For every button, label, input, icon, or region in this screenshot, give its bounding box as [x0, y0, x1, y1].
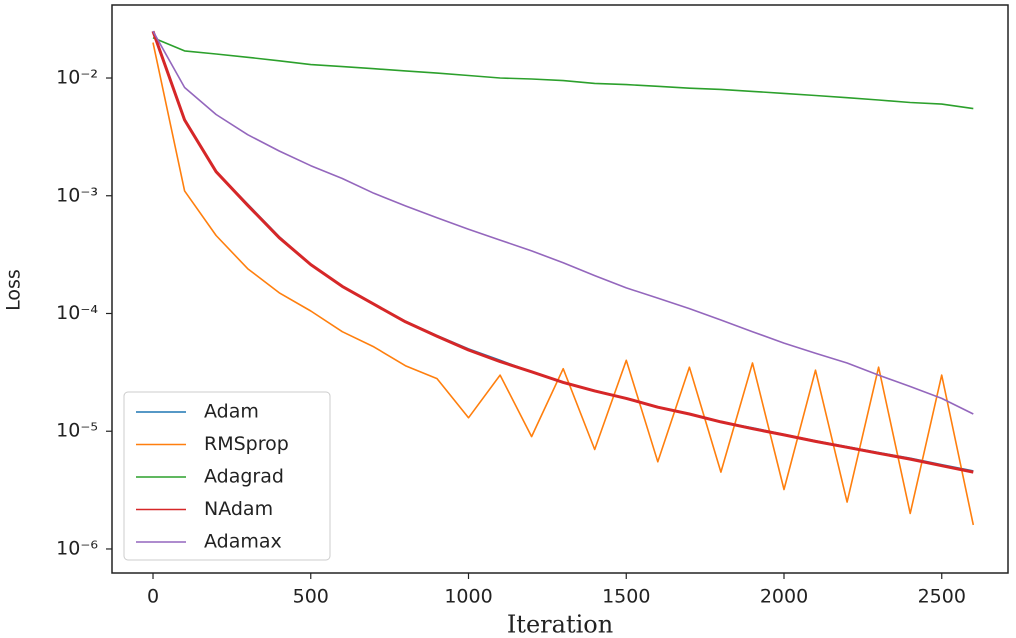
legend-label: Adagrad	[204, 466, 284, 488]
y-tick-label: 10⁻³	[56, 184, 98, 206]
y-tick-label: 10⁻²	[56, 67, 98, 89]
legend-label: RMSprop	[204, 433, 289, 455]
y-tick-label: 10⁻⁶	[56, 537, 98, 559]
y-tick-label: 10⁻⁴	[56, 302, 98, 324]
x-tick-label: 1000	[444, 586, 492, 608]
x-tick-label: 500	[293, 586, 329, 608]
legend-label: NAdam	[204, 498, 273, 520]
x-axis-title: Iteration	[507, 611, 613, 638]
x-tick-label: 0	[147, 586, 159, 608]
legend-label: Adam	[204, 401, 259, 423]
y-axis-title: Loss	[3, 269, 25, 311]
y-tick-label: 10⁻⁵	[56, 420, 98, 442]
legend-label: Adamax	[204, 531, 282, 553]
series-line	[152, 36, 974, 110]
series-line	[152, 42, 975, 526]
legend-box	[123, 391, 331, 561]
x-tick-label: 1500	[602, 586, 650, 608]
x-tick-label: 2500	[918, 586, 966, 608]
series-line	[152, 30, 974, 415]
series-line	[151, 30, 974, 474]
plot-frame	[111, 4, 1009, 574]
x-tick-label: 2000	[760, 586, 808, 608]
